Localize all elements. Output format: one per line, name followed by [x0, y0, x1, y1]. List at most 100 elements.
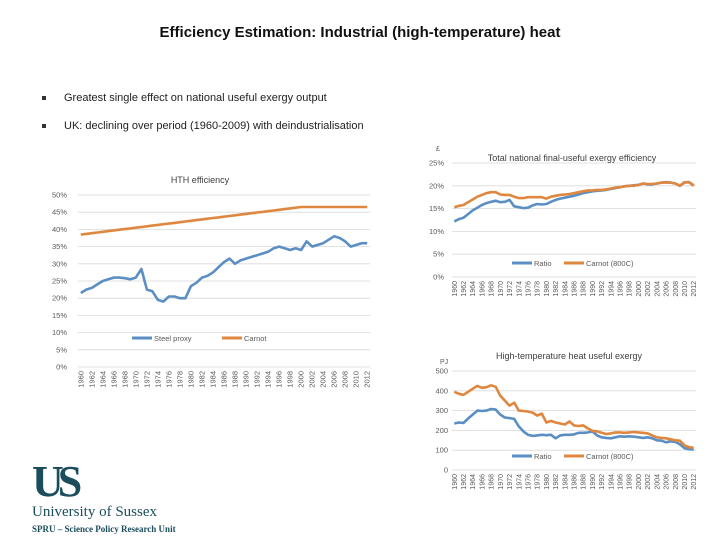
- y-tick-label: 300: [435, 406, 448, 415]
- logo-unit-name: SPRU – Science Policy Research Unit: [32, 524, 176, 534]
- x-tick-label: 1990: [242, 371, 251, 388]
- x-tick-label: 1972: [142, 371, 151, 388]
- chart-title: Total national final-useful exergy effic…: [488, 153, 657, 163]
- x-tick-label: 1964: [470, 474, 477, 490]
- x-tick-label: 1966: [479, 281, 486, 297]
- x-tick-label: 1964: [470, 281, 477, 297]
- x-tick-label: 2004: [654, 281, 661, 297]
- x-tick-label: 1996: [618, 281, 625, 297]
- y-tick-label: 25%: [429, 159, 444, 168]
- bullet-icon: [42, 96, 46, 100]
- x-tick-label: 1998: [627, 474, 634, 490]
- legend-label: Ratio: [534, 452, 552, 461]
- x-tick-label: 2010: [352, 371, 361, 388]
- bullet-list: Greatest single effect on national usefu…: [42, 84, 364, 140]
- x-tick-label: 1980: [544, 474, 551, 490]
- x-tick-label: 1994: [264, 371, 273, 388]
- y-tick-label: 0%: [433, 273, 444, 282]
- logo-university-name: University of Sussex: [32, 504, 157, 520]
- logo-mark: US: [32, 457, 82, 506]
- x-tick-label: 2006: [664, 281, 671, 297]
- x-tick-label: 2000: [297, 371, 306, 388]
- y-tick-label: 5%: [56, 345, 67, 354]
- y-tick-label: 10%: [429, 227, 444, 236]
- y-tick-label: 0%: [56, 363, 67, 372]
- y-tick-label: 500: [435, 367, 448, 376]
- y-tick-label: 35%: [52, 242, 67, 251]
- x-tick-label: 2008: [673, 474, 680, 490]
- x-tick-label: 2010: [682, 281, 689, 297]
- y-tick-label: 30%: [52, 259, 67, 268]
- x-tick-label: 1976: [525, 474, 532, 490]
- chart-title: HTH efficiency: [171, 175, 230, 185]
- x-tick-label: 2002: [308, 371, 317, 388]
- x-tick-label: 2010: [682, 474, 689, 490]
- x-tick-label: 1984: [562, 281, 569, 297]
- x-tick-label: 1976: [164, 371, 173, 388]
- bullet-icon: [42, 124, 46, 128]
- x-tick-label: 1960: [452, 474, 459, 490]
- x-tick-label: 1960: [452, 281, 459, 297]
- axis-unit-label: £: [436, 146, 440, 153]
- x-tick-label: 1970: [498, 474, 505, 490]
- series-line-carnot: [80, 205, 368, 236]
- x-tick-label: 1992: [253, 371, 262, 388]
- x-tick-label: 1988: [231, 371, 240, 388]
- bullet-text: Greatest single effect on national usefu…: [64, 92, 327, 104]
- x-tick-label: 1984: [208, 371, 217, 388]
- bullet-text: UK: declining over period (1960-2009) wi…: [64, 120, 364, 132]
- x-tick-label: 1968: [120, 371, 129, 388]
- x-tick-label: 1962: [461, 474, 468, 490]
- x-tick-label: 2002: [645, 474, 652, 490]
- chart-title: High-temperature heat useful exergy: [496, 351, 643, 361]
- x-tick-label: 1968: [489, 474, 496, 490]
- x-tick-label: 2002: [645, 281, 652, 297]
- x-tick-label: 1974: [516, 474, 523, 490]
- y-tick-label: 20%: [52, 294, 67, 303]
- x-tick-label: 2008: [673, 281, 680, 297]
- x-tick-label: 1970: [498, 281, 505, 297]
- series-line-ratio: [454, 407, 694, 451]
- x-tick-label: 1976: [525, 281, 532, 297]
- x-tick-label: 1990: [590, 474, 597, 490]
- x-tick-label: 1964: [98, 371, 107, 388]
- x-tick-label: 1982: [197, 371, 206, 388]
- x-tick-label: 1978: [535, 474, 542, 490]
- x-tick-label: 1988: [581, 474, 588, 490]
- x-tick-label: 1996: [275, 371, 284, 388]
- axis-unit-label: PJ: [440, 359, 448, 366]
- x-tick-label: 1988: [581, 281, 588, 297]
- y-tick-label: 45%: [52, 208, 67, 217]
- x-tick-label: 2004: [319, 371, 328, 388]
- x-tick-label: 2012: [363, 371, 372, 388]
- x-tick-label: 1960: [76, 371, 85, 388]
- x-tick-label: 1980: [186, 371, 195, 388]
- x-tick-label: 1992: [599, 474, 606, 490]
- x-tick-label: 1984: [562, 474, 569, 490]
- y-tick-label: 15%: [52, 311, 67, 320]
- x-tick-label: 1998: [286, 371, 295, 388]
- x-tick-label: 2006: [330, 371, 339, 388]
- bullet-item: UK: declining over period (1960-2009) wi…: [42, 112, 364, 140]
- x-tick-label: 1982: [553, 474, 560, 490]
- x-tick-label: 1972: [507, 474, 514, 490]
- x-tick-label: 1978: [535, 281, 542, 297]
- x-tick-label: 1998: [627, 281, 634, 297]
- x-tick-label: 1968: [489, 281, 496, 297]
- y-tick-label: 15%: [429, 204, 444, 213]
- x-tick-label: 1986: [572, 281, 579, 297]
- bullet-item: Greatest single effect on national usefu…: [42, 84, 364, 112]
- y-tick-label: 400: [435, 386, 448, 395]
- x-tick-label: 1980: [544, 281, 551, 297]
- y-tick-label: 100: [435, 446, 448, 455]
- university-logo: US University of Sussex SPRU – Science P…: [32, 457, 176, 535]
- x-tick-label: 1978: [175, 371, 184, 388]
- x-tick-label: 1986: [220, 371, 229, 388]
- x-tick-label: 1994: [608, 474, 615, 490]
- x-tick-label: 2012: [691, 474, 698, 490]
- series-line-carnot-800c-: [453, 180, 695, 209]
- y-tick-label: 10%: [52, 328, 67, 337]
- x-tick-label: 2004: [654, 474, 661, 490]
- x-tick-label: 2000: [636, 474, 643, 490]
- x-tick-label: 2006: [664, 474, 671, 490]
